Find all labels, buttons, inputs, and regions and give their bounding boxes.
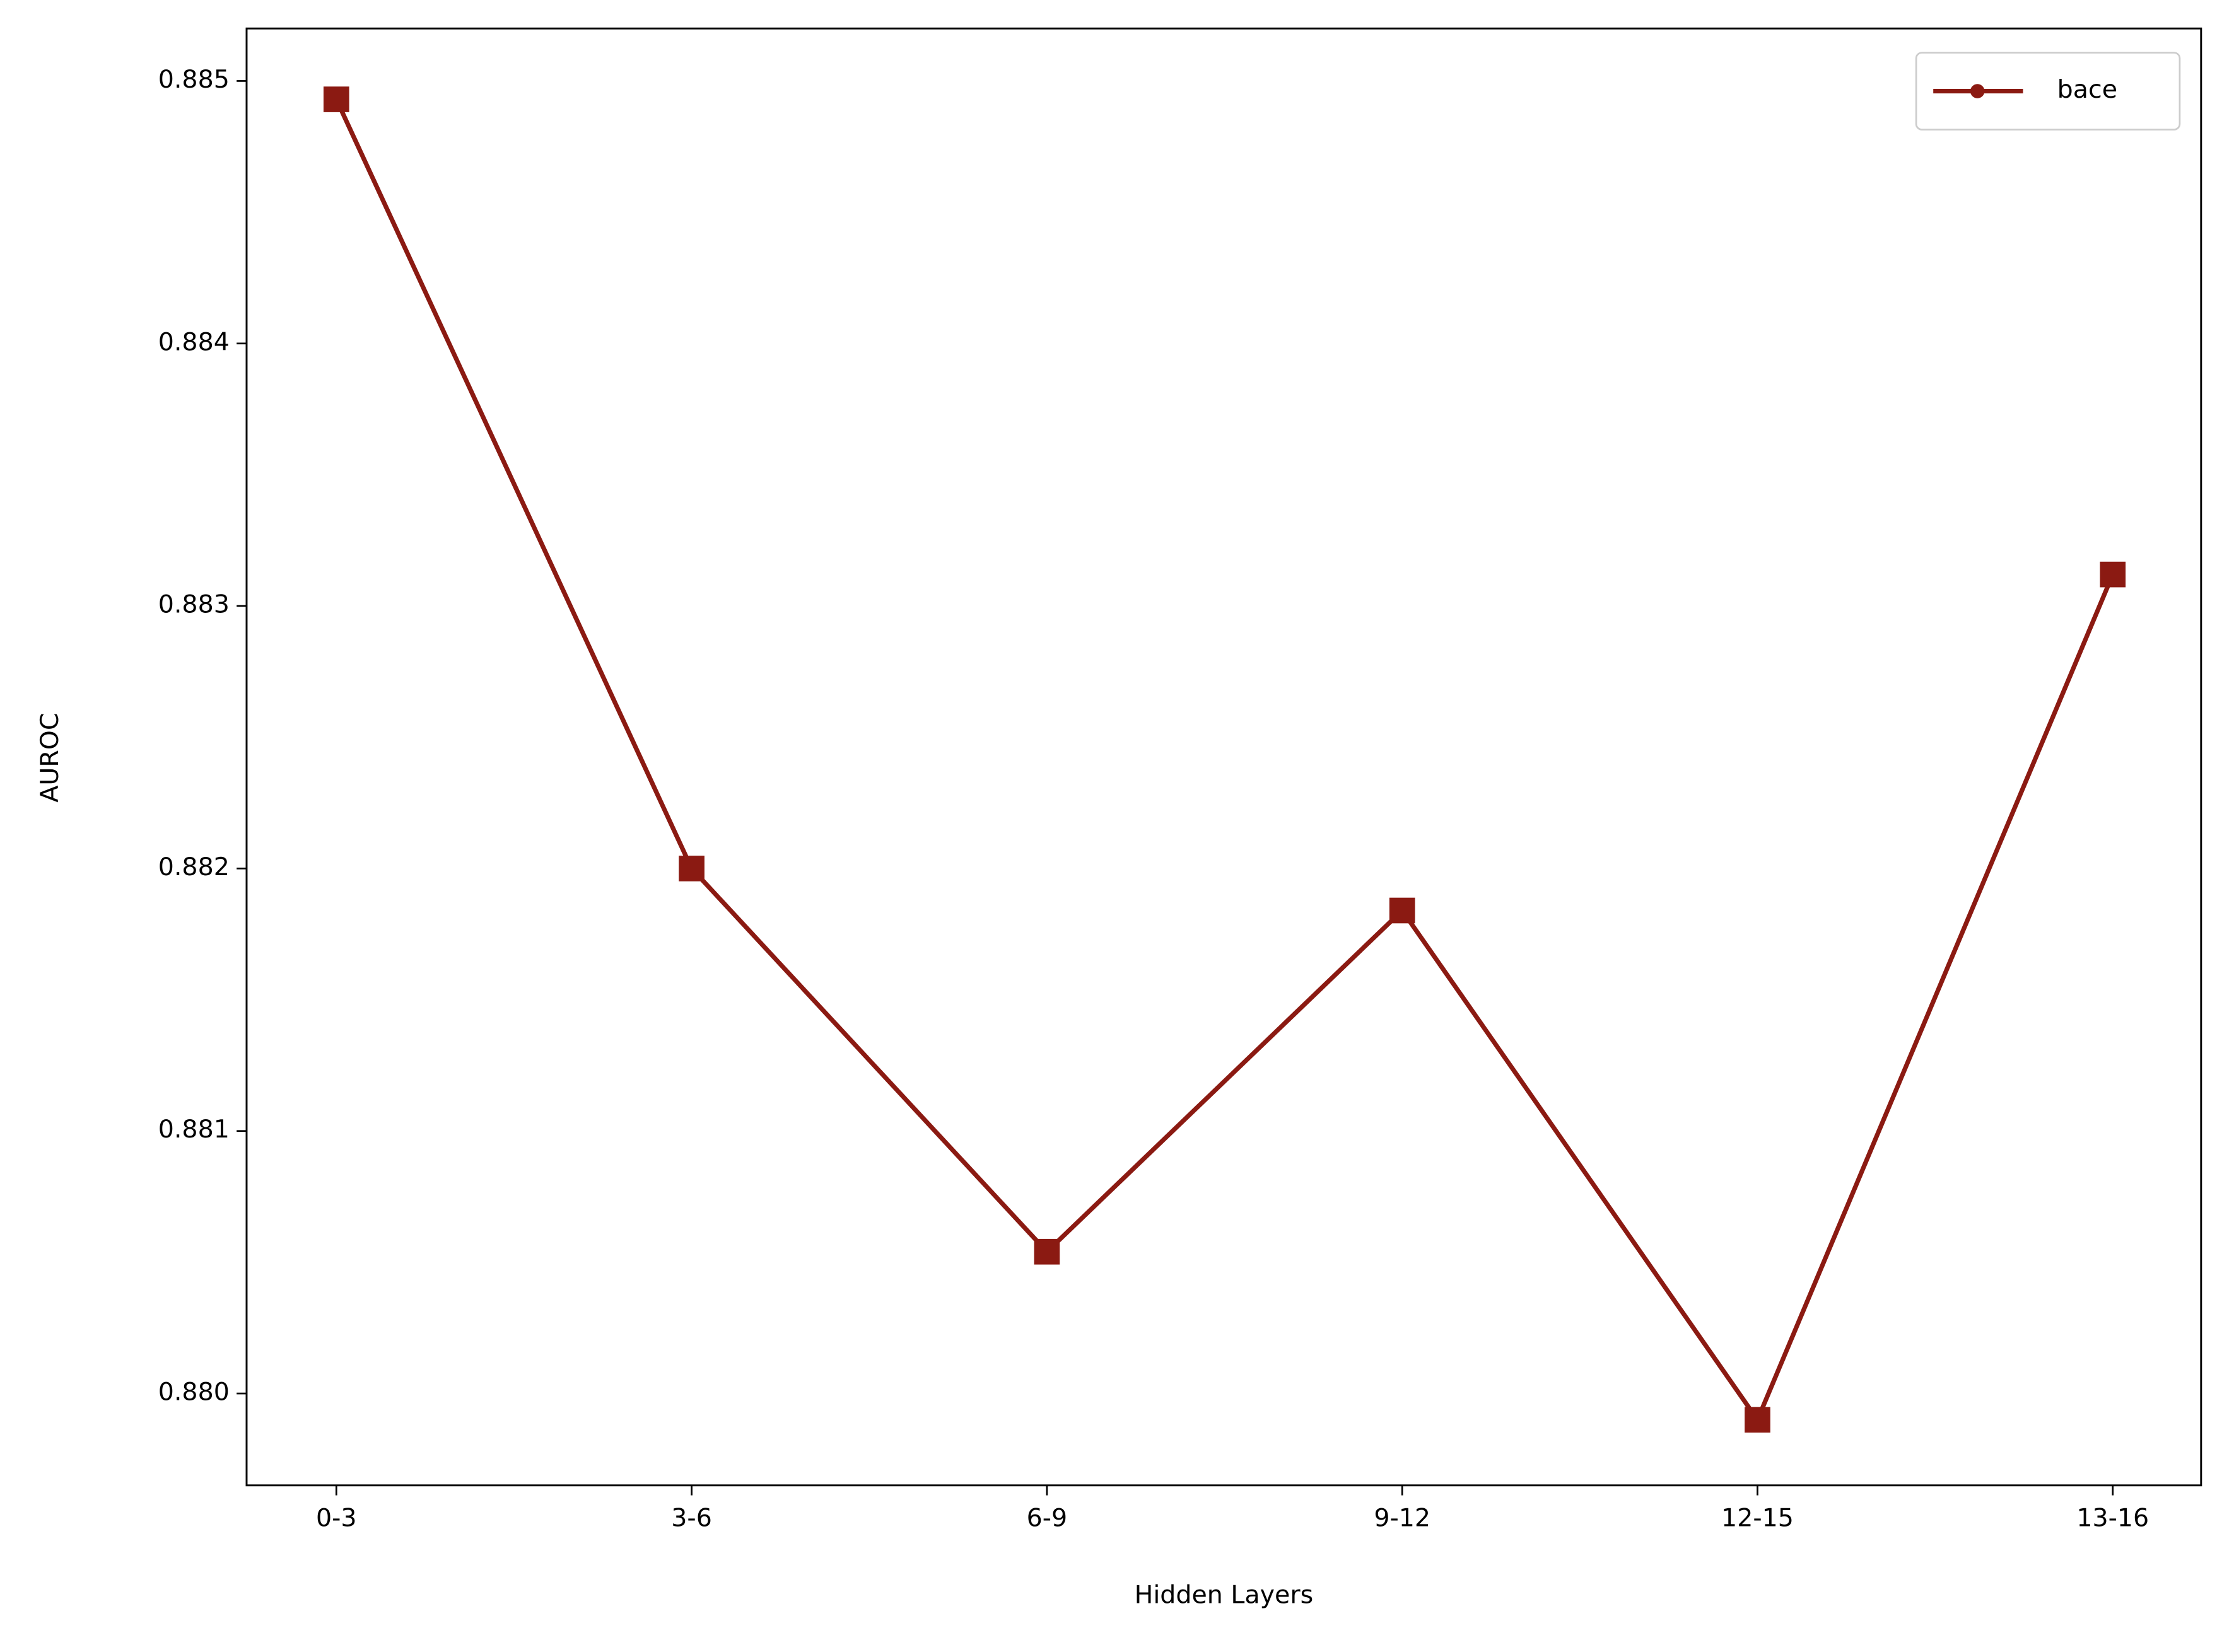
marker <box>679 856 705 881</box>
legend-box <box>1915 52 2181 131</box>
y-tick-label: 0.884 <box>158 327 230 356</box>
marker <box>1034 1238 1060 1265</box>
x-tick-label: 13-16 <box>2076 1503 2149 1532</box>
x-tick-label: 6-9 <box>1027 1503 1068 1532</box>
legend-label: bace <box>2057 75 2117 104</box>
axes-frame <box>245 27 2202 1487</box>
y-axis-label: AUROC <box>35 713 64 803</box>
marker <box>1389 897 1415 924</box>
x-tick-label: 3-6 <box>671 1503 712 1532</box>
marker <box>2100 561 2126 588</box>
y-tick-label: 0.880 <box>158 1378 230 1407</box>
x-tick-label: 9-12 <box>1374 1503 1430 1532</box>
marker <box>1745 1407 1770 1433</box>
x-tick-label: 0-3 <box>316 1503 357 1532</box>
y-tick-label: 0.881 <box>158 1115 230 1144</box>
y-tick-label: 0.882 <box>158 852 230 881</box>
legend-marker <box>1970 84 1985 98</box>
x-tick-label: 12-15 <box>1721 1503 1794 1532</box>
y-tick-label: 0.885 <box>158 65 230 94</box>
series-line <box>334 98 2115 1425</box>
x-axis-label: Hidden Layers <box>1135 1580 1314 1609</box>
y-tick-label: 0.883 <box>158 590 230 619</box>
marker <box>323 86 349 112</box>
